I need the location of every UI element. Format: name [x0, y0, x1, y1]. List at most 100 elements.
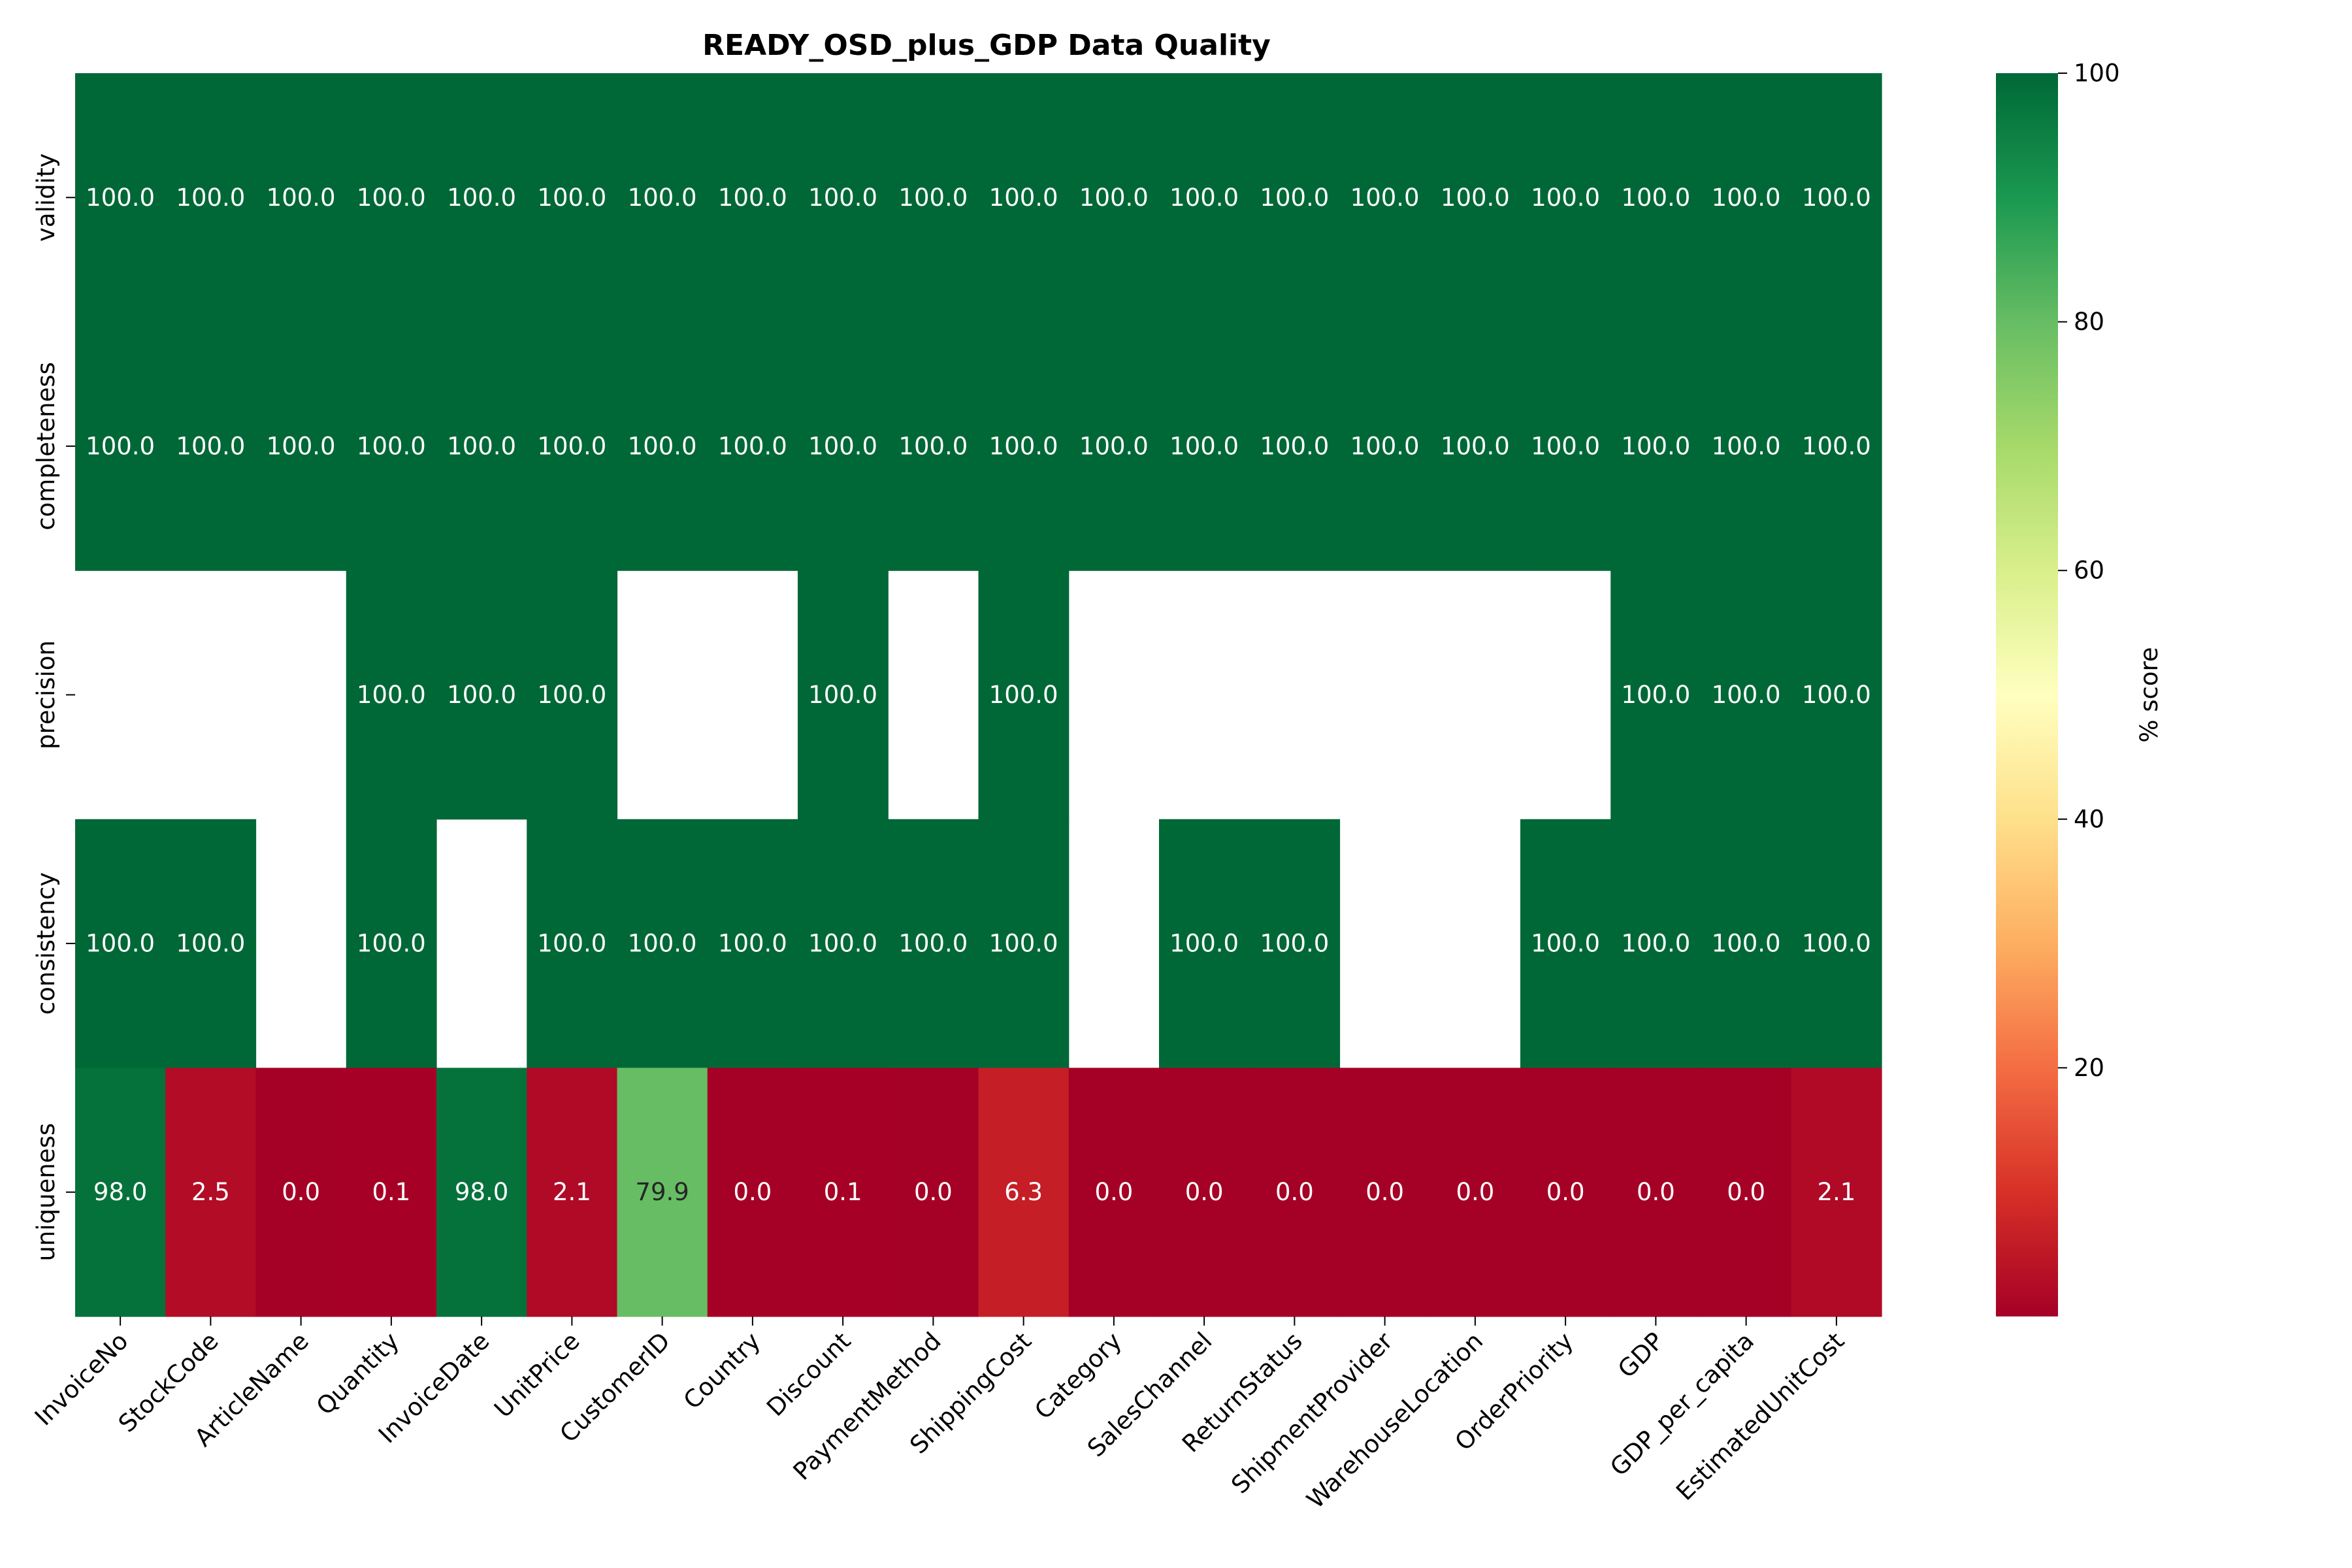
- cell-label-uniqueness-StockCode: 2.5: [191, 1178, 230, 1206]
- heatmap-cell-validity-Discount: [798, 73, 889, 323]
- heatmap-cell-consistency-StockCode: [165, 819, 257, 1068]
- x-tick-label-PaymentMethod: PaymentMethod: [788, 1327, 947, 1486]
- cell-label-completeness-Discount: 100.0: [808, 432, 877, 460]
- cell-label-precision-EstimatedUnitCost: 100.0: [1802, 681, 1871, 709]
- cell-label-validity-StockCode: 100.0: [176, 184, 245, 212]
- heatmap-cell-completeness-CustomerID: [617, 321, 708, 571]
- heatmap-cell-completeness-GDP: [1610, 321, 1702, 571]
- cell-label-uniqueness-ArticleName: 0.0: [282, 1178, 320, 1206]
- heatmap-cell-validity-EstimatedUnitCost: [1791, 73, 1882, 323]
- cell-label-completeness-Category: 100.0: [1079, 432, 1149, 460]
- heatmap-cell-uniqueness-OrderPriority: [1520, 1068, 1611, 1317]
- cell-label-validity-PaymentMethod: 100.0: [898, 184, 968, 212]
- heatmap-cell-uniqueness-ShipmentProvider: [1339, 1068, 1431, 1317]
- heatmap-cell-consistency-GDP_per_capita: [1701, 819, 1792, 1068]
- colorbar-tick-label-80: 80: [2074, 308, 2104, 336]
- cell-label-uniqueness-InvoiceNo: 98.0: [93, 1178, 147, 1206]
- cell-label-consistency-EstimatedUnitCost: 100.0: [1802, 930, 1871, 958]
- heatmap-cell-completeness-SalesChannel: [1159, 321, 1250, 571]
- heatmap-cell-consistency-ReturnStatus: [1249, 819, 1341, 1068]
- heatmap-cell-uniqueness-SalesChannel: [1159, 1068, 1250, 1317]
- heatmap-cell-consistency-SalesChannel: [1159, 819, 1250, 1068]
- heatmap-cell-completeness-ShipmentProvider: [1339, 321, 1431, 571]
- cell-label-uniqueness-GDP: 0.0: [1637, 1178, 1675, 1206]
- heatmap-cell-completeness-PaymentMethod: [888, 321, 979, 571]
- x-tick-label-Category: Category: [1029, 1327, 1127, 1425]
- cell-label-precision-Discount: 100.0: [808, 681, 877, 709]
- y-tick-label-validity: validity: [32, 154, 60, 242]
- cell-label-uniqueness-WarehouseLocation: 0.0: [1456, 1178, 1494, 1206]
- cell-label-validity-InvoiceNo: 100.0: [86, 184, 155, 212]
- heatmap-cell-consistency-InvoiceNo: [75, 819, 166, 1068]
- cell-label-validity-ReturnStatus: 100.0: [1260, 184, 1329, 212]
- cell-label-precision-ShippingCost: 100.0: [989, 681, 1058, 709]
- cell-label-validity-ShipmentProvider: 100.0: [1350, 184, 1420, 212]
- x-tick-label-WarehouseLocation: WarehouseLocation: [1301, 1327, 1488, 1514]
- x-tick-label-Quantity: Quantity: [311, 1327, 404, 1420]
- cell-label-completeness-UnitPrice: 100.0: [537, 432, 606, 460]
- cell-label-completeness-GDP_per_capita: 100.0: [1712, 432, 1781, 460]
- cell-label-completeness-StockCode: 100.0: [176, 432, 245, 460]
- cell-label-consistency-GDP_per_capita: 100.0: [1712, 930, 1781, 958]
- cell-label-validity-SalesChannel: 100.0: [1169, 184, 1239, 212]
- heatmap-cell-uniqueness-ShippingCost: [978, 1068, 1070, 1317]
- heatmap-cell-validity-CustomerID: [617, 73, 708, 323]
- heatmap-cell-uniqueness-ArticleName: [255, 1068, 347, 1317]
- cell-label-completeness-ArticleName: 100.0: [267, 432, 336, 460]
- cell-label-completeness-Quantity: 100.0: [357, 432, 426, 460]
- heatmap-cell-consistency-PaymentMethod: [888, 819, 979, 1068]
- heatmap-cell-uniqueness-WarehouseLocation: [1429, 1068, 1521, 1317]
- cell-label-completeness-EstimatedUnitCost: 100.0: [1802, 432, 1871, 460]
- heatmap-cell-uniqueness-StockCode: [165, 1068, 257, 1317]
- heatmap-cell-consistency-ShippingCost: [978, 819, 1070, 1068]
- cell-label-uniqueness-CustomerID: 79.9: [635, 1178, 689, 1206]
- colorbar-tick-label-20: 20: [2074, 1054, 2104, 1082]
- heatmap-cell-validity-Quantity: [346, 73, 437, 323]
- heatmap-cell-consistency-Country: [707, 819, 798, 1068]
- cell-label-completeness-CustomerID: 100.0: [628, 432, 697, 460]
- heatmap-cell-consistency-Discount: [798, 819, 889, 1068]
- heatmap-cell-completeness-ArticleName: [255, 321, 347, 571]
- cell-label-uniqueness-EstimatedUnitCost: 2.1: [1817, 1178, 1855, 1206]
- cell-label-validity-Discount: 100.0: [808, 184, 877, 212]
- cell-label-validity-Category: 100.0: [1079, 184, 1149, 212]
- cell-label-precision-Quantity: 100.0: [357, 681, 426, 709]
- x-tick-label-Discount: Discount: [761, 1327, 856, 1422]
- cell-label-precision-UnitPrice: 100.0: [537, 681, 606, 709]
- heatmap-cell-validity-GDP: [1610, 73, 1702, 323]
- cell-label-validity-GDP: 100.0: [1621, 184, 1690, 212]
- cell-label-precision-GDP: 100.0: [1621, 681, 1690, 709]
- x-tick-label-ShipmentProvider: ShipmentProvider: [1226, 1326, 1398, 1499]
- heatmap-cell-validity-SalesChannel: [1159, 73, 1250, 323]
- cell-label-validity-InvoiceDate: 100.0: [447, 184, 516, 212]
- cell-label-completeness-OrderPriority: 100.0: [1531, 432, 1600, 460]
- cell-label-consistency-InvoiceNo: 100.0: [86, 930, 155, 958]
- heatmap-cell-precision-GDP_per_capita: [1701, 570, 1792, 820]
- cell-value-labels: 100.0 100.0 100.0 100.0 100.0 100.0 100.0 100.0…: [86, 184, 1871, 1206]
- cell-label-validity-Quantity: 100.0: [357, 184, 426, 212]
- x-tick-label-GDP: GDP: [1612, 1327, 1669, 1384]
- heatmap-cell-validity-InvoiceNo: [75, 73, 166, 323]
- y-tick-label-consistency: consistency: [32, 872, 60, 1015]
- cell-label-validity-CustomerID: 100.0: [628, 184, 697, 212]
- heatmap-cell-uniqueness-InvoiceNo: [75, 1068, 166, 1317]
- cell-label-completeness-SalesChannel: 100.0: [1169, 432, 1239, 460]
- y-tick-label-uniqueness: uniqueness: [32, 1123, 60, 1262]
- cell-label-completeness-InvoiceNo: 100.0: [86, 432, 155, 460]
- cell-label-consistency-OrderPriority: 100.0: [1531, 930, 1600, 958]
- heatmap-cell-validity-GDP_per_capita: [1701, 73, 1792, 323]
- heatmap-cell-validity-OrderPriority: [1520, 73, 1611, 323]
- cell-label-uniqueness-Category: 0.0: [1094, 1178, 1133, 1206]
- heatmap-cell-uniqueness-UnitPrice: [527, 1068, 618, 1317]
- heatmap-cell-completeness-OrderPriority: [1520, 321, 1611, 571]
- heatmap-cell-consistency-EstimatedUnitCost: [1791, 819, 1882, 1068]
- cell-label-uniqueness-Country: 0.0: [733, 1178, 772, 1206]
- heatmap-cell-validity-UnitPrice: [527, 73, 618, 323]
- heatmap-cell-consistency-GDP: [1610, 819, 1702, 1068]
- cell-label-consistency-CustomerID: 100.0: [628, 930, 697, 958]
- y-tick-label-precision: precision: [32, 640, 60, 749]
- cell-label-uniqueness-ShipmentProvider: 0.0: [1365, 1178, 1404, 1206]
- cell-label-completeness-ShippingCost: 100.0: [989, 432, 1058, 460]
- cell-label-consistency-Country: 100.0: [718, 930, 787, 958]
- cell-label-consistency-Quantity: 100.0: [357, 930, 426, 958]
